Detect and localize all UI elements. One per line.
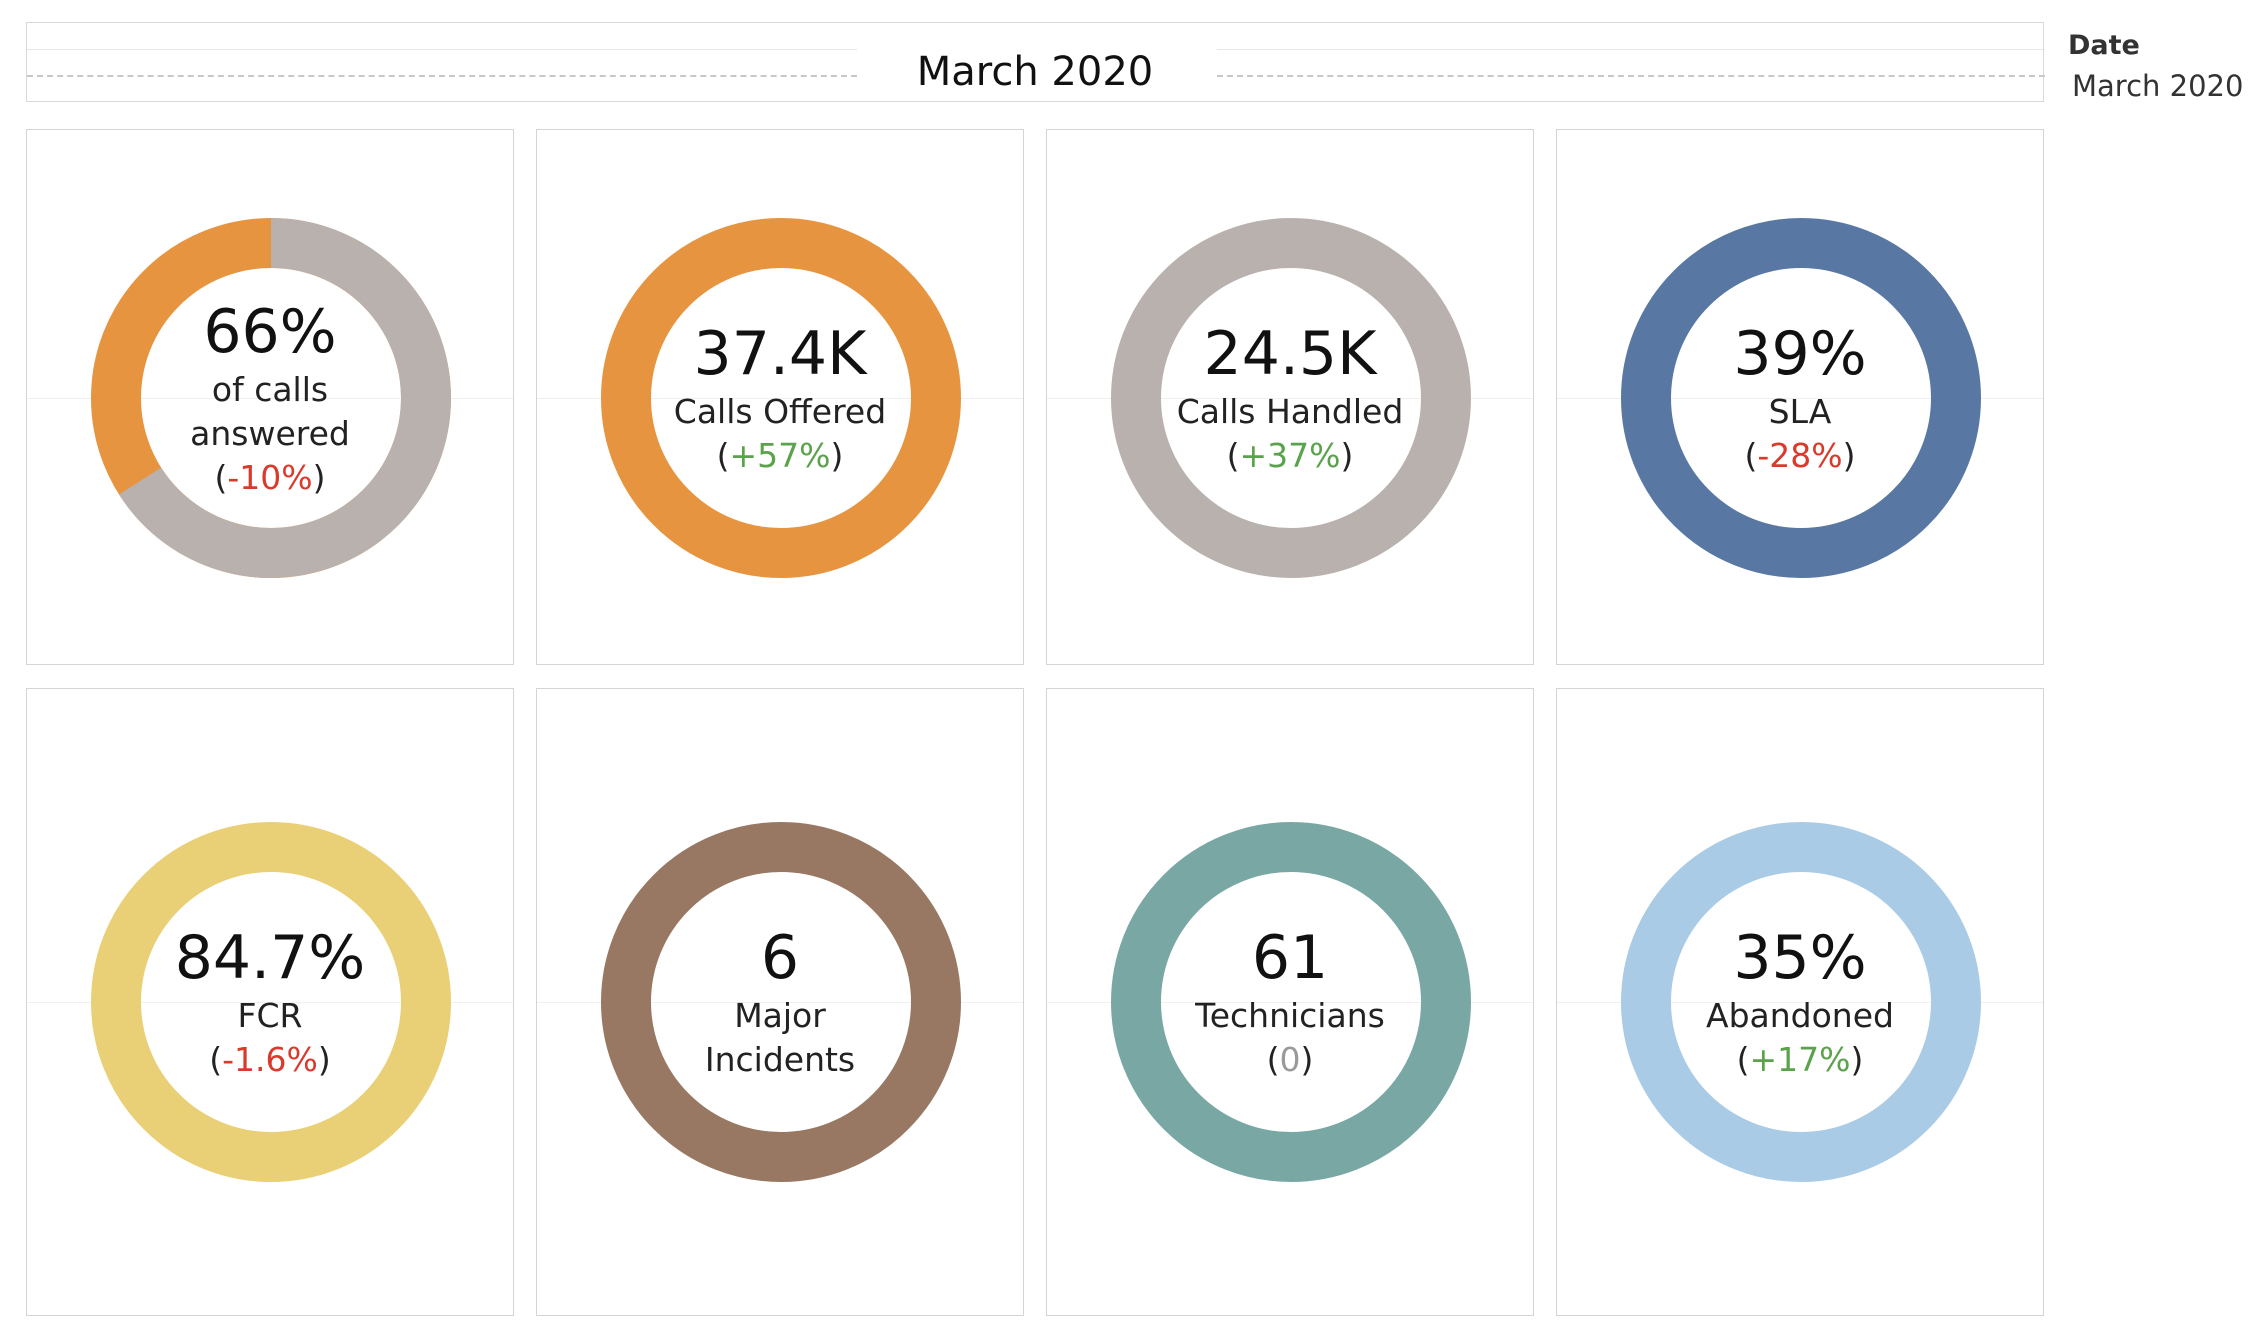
donut-ring (1111, 218, 1471, 578)
kpi-value: 39% (1733, 319, 1867, 389)
kpi-value: 6 (760, 923, 800, 993)
card-gridline (537, 1002, 1023, 1003)
kpi-change-value: +17% (1749, 1040, 1851, 1079)
title-divider (27, 49, 857, 50)
date-filter-label: Date (2068, 30, 2140, 61)
kpi-change: (+37%) (1226, 436, 1354, 475)
donut-ring (1111, 822, 1471, 1182)
kpi-value: 37.4K (693, 319, 867, 389)
kpi-label-group: 61 Technicians (0) (1047, 922, 1533, 1082)
kpi-change-value: +37% (1239, 436, 1341, 475)
donut-chart (91, 218, 451, 578)
dashboard-title-bar: March 2020 (26, 22, 2045, 102)
kpi-caption: SLA (1768, 392, 1832, 431)
title-divider-dashed (27, 75, 857, 77)
kpi-caption: FCR (237, 996, 303, 1035)
kpi-change-value: -28% (1757, 436, 1843, 475)
kpi-label-group: 37.4K Calls Offered (+57%) (537, 318, 1023, 478)
donut-ring (601, 822, 961, 1182)
kpi-label-group: 6 Major Incidents (537, 922, 1023, 1082)
donut-ring (1621, 822, 1981, 1182)
kpi-caption: Calls Offered (673, 392, 887, 431)
kpi-card[interactable]: 35% Abandoned (+17%) (1556, 688, 2044, 1316)
donut-chart (601, 822, 961, 1182)
kpi-change-value: 0 (1279, 1040, 1301, 1079)
donut-chart (1621, 822, 1981, 1182)
kpi-change: (-1.6%) (209, 1040, 331, 1079)
kpi-label-group: 66% of calls answered (-10%) (27, 296, 513, 500)
card-gridline (1557, 1002, 2043, 1003)
kpi-change-value: +57% (729, 436, 831, 475)
kpi-change: (+57%) (716, 436, 844, 475)
kpi-label-group: 24.5K Calls Handled (+37%) (1047, 318, 1533, 478)
kpi-change: (+17%) (1736, 1040, 1864, 1079)
kpi-value: 35% (1733, 923, 1867, 993)
card-gridline (27, 398, 513, 399)
kpi-card[interactable]: 84.7% FCR (-1.6%) (26, 688, 514, 1316)
kpi-change: (-28%) (1744, 436, 1856, 475)
donut-chart (601, 218, 961, 578)
card-gridline (1047, 398, 1533, 399)
card-gridline (537, 398, 1023, 399)
kpi-card[interactable]: 37.4K Calls Offered (+57%) (536, 129, 1024, 665)
donut-ring (1621, 218, 1981, 578)
kpi-change-value: -1.6% (222, 1040, 318, 1079)
kpi-card[interactable]: 6 Major Incidents (536, 688, 1024, 1316)
donut-ring (601, 218, 961, 578)
dashboard-title: March 2020 (916, 49, 1154, 95)
title-divider-dashed (1217, 75, 2045, 77)
card-gridline (1047, 1002, 1533, 1003)
kpi-change-value: -10% (227, 458, 313, 497)
kpi-caption: Technicians (1195, 996, 1385, 1035)
kpi-card[interactable]: 61 Technicians (0) (1046, 688, 1534, 1316)
card-gridline (1557, 398, 2043, 399)
donut-chart (1111, 218, 1471, 578)
kpi-card[interactable]: 66% of calls answered (-10%) (26, 129, 514, 665)
kpi-change: (-10%) (214, 458, 326, 497)
donut-filled-arc (119, 218, 451, 578)
kpi-label-group: 39% SLA (-28%) (1557, 318, 2043, 478)
kpi-caption: of calls (211, 370, 329, 409)
kpi-caption: Calls Handled (1176, 392, 1404, 431)
title-divider (1217, 49, 2045, 50)
kpi-label-group: 84.7% FCR (-1.6%) (27, 922, 513, 1082)
kpi-card[interactable]: 39% SLA (-28%) (1556, 129, 2044, 665)
kpi-caption: Major (734, 996, 826, 1035)
kpi-caption: Incidents (704, 1040, 856, 1079)
kpi-caption: answered (190, 414, 350, 453)
donut-ring (91, 822, 451, 1182)
donut-chart (1111, 822, 1471, 1182)
kpi-caption: Abandoned (1706, 996, 1894, 1035)
kpi-change: (0) (1266, 1040, 1314, 1079)
date-filter-value[interactable]: March 2020 (2072, 69, 2244, 103)
kpi-value: 84.7% (174, 923, 366, 993)
kpi-value: 66% (203, 297, 337, 367)
kpi-card[interactable]: 24.5K Calls Handled (+37%) (1046, 129, 1534, 665)
kpi-label-group: 35% Abandoned (+17%) (1557, 922, 2043, 1082)
donut-chart (1621, 218, 1981, 578)
donut-chart (91, 822, 451, 1182)
kpi-value: 24.5K (1203, 319, 1377, 389)
date-filter[interactable]: Date March 2020 (2068, 28, 2243, 106)
kpi-value: 61 (1251, 923, 1329, 993)
card-gridline (27, 1002, 513, 1003)
